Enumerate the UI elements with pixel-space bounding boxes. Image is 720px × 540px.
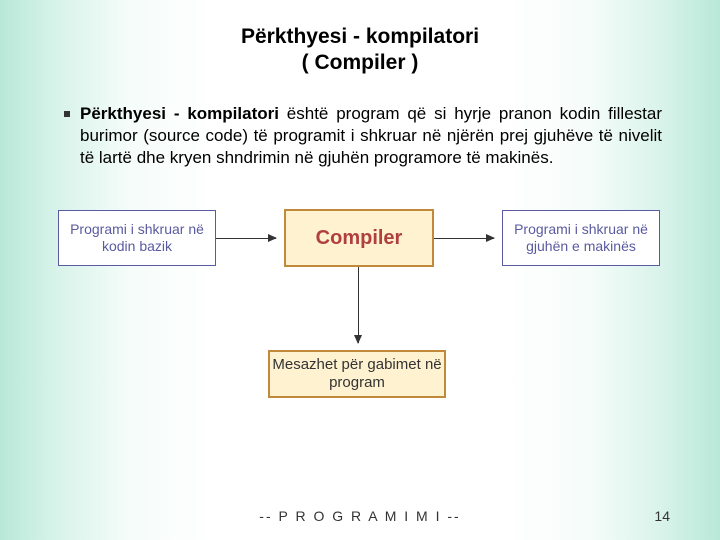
slide-footer: -- P R O G R A M I M I -- 14 <box>0 508 720 524</box>
bullet-text-bold: Përkthyesi - kompilatori <box>80 104 279 123</box>
input-box: Programi i shkruar në kodin bazik <box>58 210 216 266</box>
output-box: Programi i shkruar në gjuhën e makinës <box>502 210 660 266</box>
errors-box: Mesazhet për gabimet në program <box>268 350 446 398</box>
slide-title: Përkthyesi - kompilatori ( Compiler ) <box>40 24 680 77</box>
footer-page-number: 14 <box>654 508 670 524</box>
arrow-compiler-to-output <box>434 238 494 239</box>
title-line-1: Përkthyesi - kompilatori <box>241 25 479 48</box>
compiler-diagram: Programi i shkruar në kodin bazik Compil… <box>58 204 662 414</box>
compiler-box: Compiler <box>284 209 434 267</box>
arrow-compiler-to-errors <box>358 267 359 343</box>
slide-content: Përkthyesi - kompilatori ( Compiler ) Pë… <box>0 0 720 540</box>
output-box-label: Programi i shkruar në gjuhën e makinës <box>503 221 659 255</box>
input-box-label: Programi i shkruar në kodin bazik <box>59 221 215 255</box>
bullet-dot-icon <box>64 111 70 117</box>
title-line-2: ( Compiler ) <box>302 51 419 74</box>
footer-center-text: -- P R O G R A M I M I -- <box>259 508 460 524</box>
bullet-text: Përkthyesi - kompilatori është program q… <box>80 103 662 170</box>
arrow-input-to-compiler <box>216 238 276 239</box>
bullet-item: Përkthyesi - kompilatori është program q… <box>40 103 680 170</box>
errors-box-label: Mesazhet për gabimet në program <box>270 356 444 392</box>
compiler-box-label: Compiler <box>316 226 403 250</box>
